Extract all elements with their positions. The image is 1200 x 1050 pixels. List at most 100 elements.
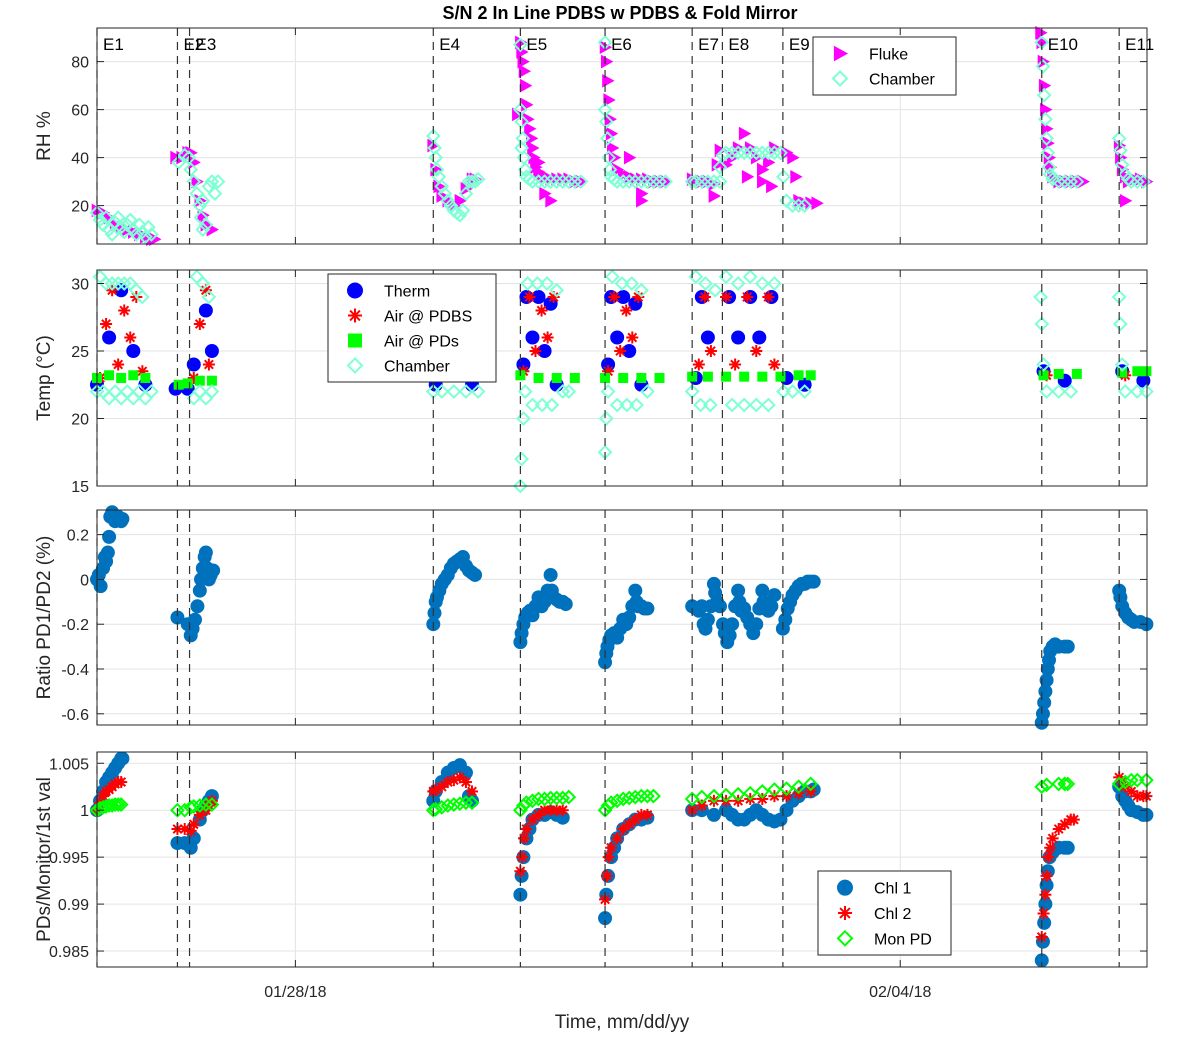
data-point [627, 174, 643, 190]
data-point [452, 207, 468, 223]
y-tick-label: 20 [71, 412, 89, 429]
y-tick-label: 0.995 [49, 850, 89, 867]
data-point [517, 162, 533, 178]
y-tick-label: -0.4 [61, 662, 89, 679]
data-point [706, 174, 722, 190]
data-point [749, 617, 764, 632]
data-point [700, 612, 715, 627]
data-point [1132, 366, 1143, 377]
data-point [124, 331, 137, 344]
data-point [791, 198, 807, 214]
plot-area [97, 28, 1147, 244]
legend-box [812, 36, 957, 96]
data-point [688, 174, 704, 190]
data-point [539, 276, 555, 291]
data-point [446, 384, 462, 399]
data-point [561, 174, 577, 190]
data-point [512, 478, 528, 494]
data-point [204, 344, 219, 358]
data-point [742, 145, 758, 161]
data-point [757, 162, 770, 177]
data-point [1037, 695, 1052, 710]
data-point [517, 384, 533, 399]
data-point [722, 628, 737, 643]
plot-area [97, 752, 1147, 967]
data-point [518, 832, 531, 845]
data-point [1039, 673, 1054, 688]
data-point [1042, 166, 1058, 182]
data-point [140, 219, 156, 235]
data-point [539, 186, 552, 201]
data-point [730, 276, 746, 291]
data-point [428, 801, 444, 817]
data-point [1119, 193, 1133, 208]
legend-marker [348, 333, 362, 348]
data-point [544, 397, 560, 413]
data-point [453, 771, 466, 784]
data-point [757, 174, 770, 189]
data-point [811, 196, 824, 211]
data-point [639, 384, 655, 399]
data-point [1036, 357, 1051, 372]
data-point [427, 606, 442, 621]
data-point [624, 276, 640, 291]
data-point [654, 373, 665, 383]
data-point [110, 276, 126, 291]
data-point [115, 751, 130, 766]
data-point [718, 787, 734, 803]
data-point [702, 371, 713, 382]
data-point [639, 788, 655, 804]
data-point [455, 202, 471, 218]
data-point [611, 832, 624, 845]
data-point [210, 174, 226, 190]
data-point [464, 174, 480, 190]
data-point [100, 545, 115, 560]
data-point [195, 222, 211, 238]
data-point [525, 397, 540, 413]
data-point [555, 790, 571, 806]
data-point [198, 545, 213, 560]
data-point [104, 276, 120, 291]
y-axis-label: Temp (°C) [34, 335, 55, 421]
data-point [107, 797, 123, 812]
plot-frame [96, 269, 1148, 487]
data-point [1117, 774, 1133, 790]
data-point [192, 798, 208, 813]
data-point [748, 397, 764, 413]
data-point [556, 804, 569, 817]
data-point [742, 785, 758, 801]
data-point [627, 789, 643, 805]
data-point [116, 276, 132, 291]
y-tick-label: 0 [80, 572, 89, 589]
chart-title: S/N 2 In Line PDBS w PDBS & Fold Mirror [442, 3, 797, 23]
event-label: E2 [183, 35, 204, 54]
series-air-pds [92, 366, 1152, 390]
data-point [515, 798, 531, 813]
data-point [806, 574, 821, 589]
data-point [525, 330, 540, 345]
data-point [529, 276, 545, 291]
data-point [764, 599, 779, 614]
data-point [187, 612, 202, 627]
legend-label: Air @ PDBS [384, 309, 472, 326]
data-point [555, 174, 571, 190]
data-point [603, 93, 616, 107]
data-point [1114, 357, 1130, 372]
data-point [118, 304, 131, 317]
data-point [525, 131, 539, 146]
data-point [636, 373, 647, 383]
panel-ratio: -0.6 -0.4 -0.2 0 0.2 Ratio PD1/PD2 (%) [34, 505, 1154, 730]
legend-label: Chl 1 [874, 881, 911, 898]
data-point [611, 162, 625, 177]
data-point [767, 588, 782, 603]
data-point [762, 291, 775, 303]
data-point [600, 384, 616, 399]
data-point [607, 141, 620, 155]
series-chamber [89, 269, 1154, 494]
data-point [712, 174, 728, 190]
data-point [767, 782, 782, 797]
data-point [1040, 869, 1053, 882]
y-tick-label: -0.2 [61, 617, 89, 634]
data-point [531, 791, 546, 807]
